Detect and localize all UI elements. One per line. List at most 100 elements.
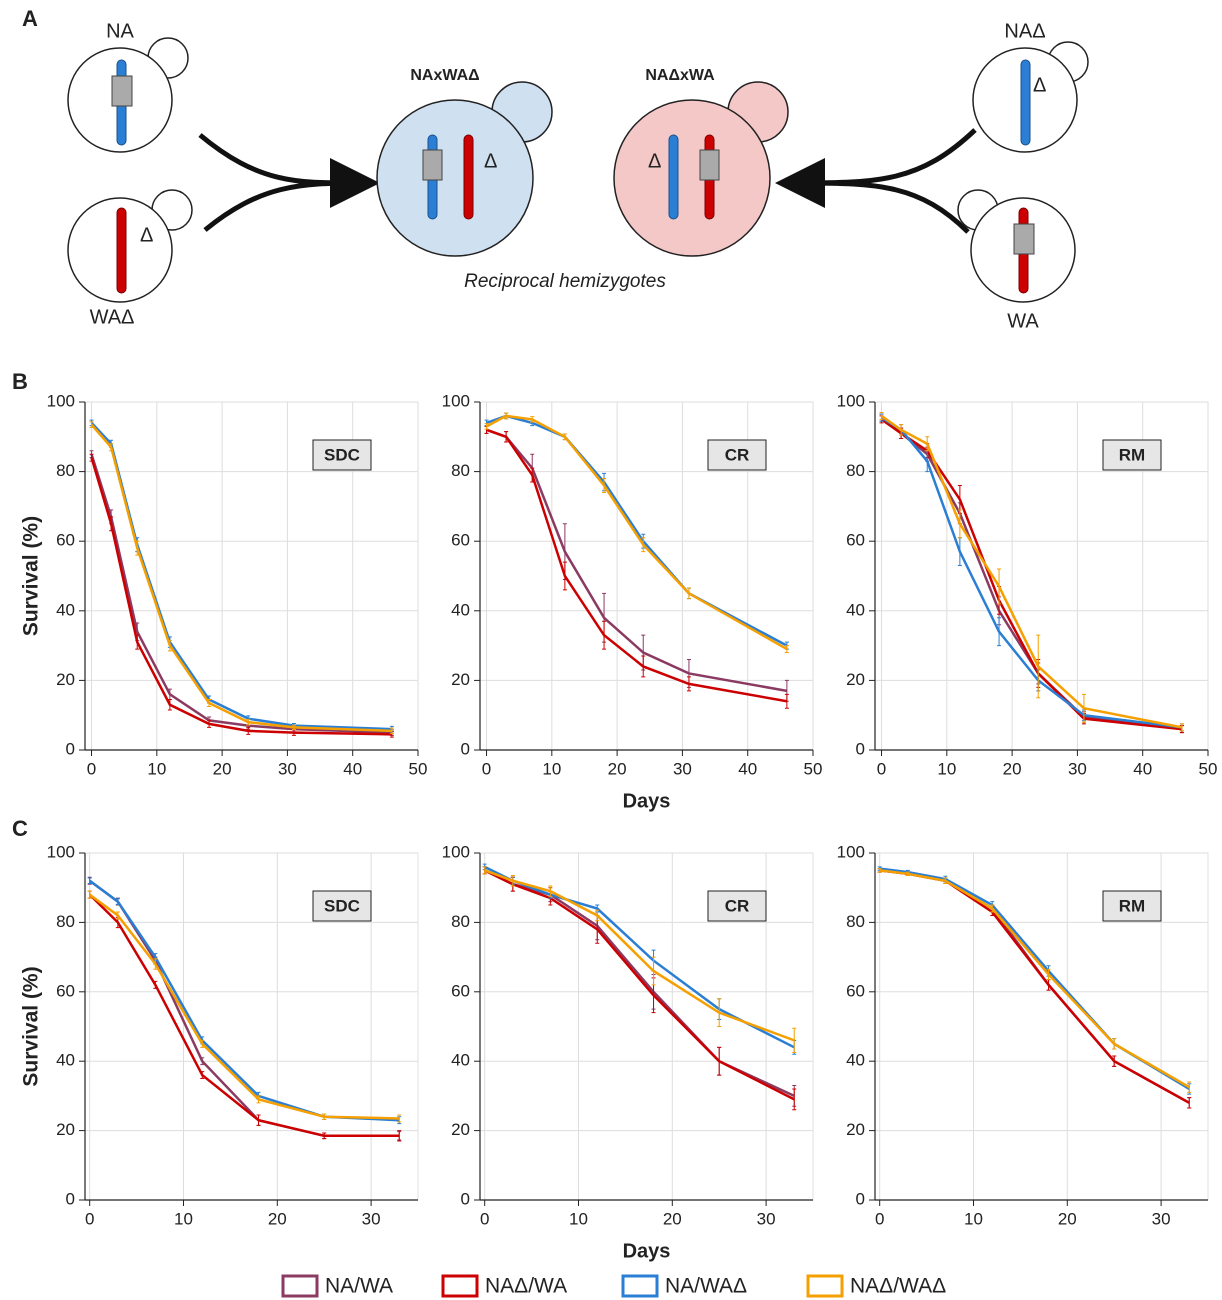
- condition-box: [1102, 439, 1162, 471]
- legend-label: NAΔ/WAΔ: [850, 1275, 946, 1298]
- x-tick-label: 20: [663, 1209, 682, 1228]
- y-tick-label: 40: [846, 600, 865, 619]
- error-bar: [109, 443, 114, 452]
- error-bar: [943, 877, 948, 885]
- error-bar: [997, 617, 1002, 647]
- condition-box: [1102, 890, 1162, 922]
- x-axis-label: Days: [623, 1240, 671, 1262]
- legend-swatch: [281, 1274, 319, 1298]
- y-tick-label: 0: [856, 1189, 865, 1208]
- condition-label: SDC: [324, 896, 360, 915]
- error-bar: [256, 1095, 261, 1104]
- error-bar: [87, 877, 92, 885]
- error-bar: [784, 693, 789, 709]
- error-bar: [651, 956, 656, 986]
- error-bar: [641, 537, 646, 553]
- error-bar: [246, 718, 251, 726]
- error-bar: [397, 1114, 402, 1123]
- x-tick-label: 0: [875, 1209, 884, 1228]
- x-tick-label: 20: [1058, 1209, 1077, 1228]
- y-tick-label: 20: [846, 1120, 865, 1139]
- x-tick-label: 10: [174, 1209, 193, 1228]
- y-tick-label: 100: [47, 391, 75, 410]
- legend-label: NA/WA: [325, 1275, 393, 1298]
- x-tick-label: 10: [964, 1209, 983, 1228]
- error-bar: [135, 634, 140, 650]
- error-bar: [482, 866, 487, 875]
- y-tick-label: 20: [451, 670, 470, 689]
- error-bar: [990, 904, 995, 913]
- x-tick-label: 30: [673, 759, 692, 778]
- error-bar: [997, 568, 1002, 605]
- error-bar: [877, 868, 882, 873]
- x-tick-label: 30: [278, 759, 297, 778]
- error-bar: [207, 699, 212, 707]
- x-tick-label: 30: [362, 1209, 381, 1228]
- x-axis-label: Days: [623, 790, 671, 812]
- error-bar: [1187, 1097, 1192, 1109]
- error-bar: [1112, 1038, 1117, 1050]
- error-bar: [602, 620, 607, 650]
- error-bar: [115, 911, 120, 920]
- cell: [67, 189, 193, 303]
- condition-box: [707, 439, 767, 471]
- error-bar: [792, 1027, 797, 1054]
- y-tick-label: 40: [56, 1051, 75, 1070]
- error-bar: [548, 885, 553, 897]
- x-tick-label: 20: [1003, 759, 1022, 778]
- condition-label: CR: [725, 896, 750, 915]
- x-tick-label: 10: [542, 759, 561, 778]
- x-tick-label: 0: [482, 759, 491, 778]
- error-bar: [530, 467, 535, 483]
- error-bar: [602, 478, 607, 493]
- condition-label: RM: [1119, 896, 1145, 915]
- error-bar: [504, 431, 509, 443]
- y-tick-label: 20: [451, 1120, 470, 1139]
- x-tick-label: 20: [268, 1209, 287, 1228]
- error-bar: [510, 875, 515, 887]
- panel-label: C: [12, 816, 28, 841]
- x-tick-label: 10: [147, 759, 166, 778]
- panel-label: B: [12, 369, 28, 394]
- y-tick-label: 80: [56, 912, 75, 931]
- condition-box: [707, 890, 767, 922]
- y-tick-label: 100: [837, 842, 865, 861]
- y-tick-label: 0: [66, 739, 75, 758]
- error-bar: [89, 421, 94, 428]
- hybrid-cell: [613, 81, 789, 257]
- legend-swatch: [806, 1274, 844, 1298]
- legend-label: NAΔ/WA: [485, 1275, 567, 1298]
- y-tick-label: 60: [451, 531, 470, 550]
- y-tick-label: 0: [856, 739, 865, 758]
- y-tick-label: 80: [451, 461, 470, 480]
- error-bar: [957, 509, 962, 539]
- y-tick-label: 60: [451, 981, 470, 1000]
- cell-label: NA: [106, 20, 134, 42]
- y-tick-label: 40: [451, 600, 470, 619]
- y-tick-label: 60: [846, 531, 865, 550]
- series-line: [880, 416, 1183, 729]
- error-bar: [153, 958, 158, 970]
- x-tick-label: 40: [738, 759, 757, 778]
- y-tick-label: 20: [56, 1120, 75, 1139]
- y-tick-label: 40: [451, 1051, 470, 1070]
- condition-label: RM: [1119, 445, 1145, 464]
- delta-mark: Δ: [484, 150, 497, 172]
- y-axis-label: Survival (%): [20, 516, 43, 636]
- y-tick-label: 80: [846, 461, 865, 480]
- error-bar: [256, 1114, 261, 1126]
- error-bar: [717, 998, 722, 1027]
- y-tick-label: 100: [837, 391, 865, 410]
- error-bar: [504, 412, 509, 420]
- y-tick-label: 0: [461, 1189, 470, 1208]
- x-tick-label: 30: [1152, 1209, 1171, 1228]
- y-tick-label: 100: [442, 842, 470, 861]
- error-bar: [1046, 968, 1051, 981]
- x-tick-label: 0: [87, 759, 96, 778]
- error-bar: [925, 436, 930, 452]
- delta-mark: Δ: [648, 150, 661, 172]
- cell: [67, 37, 189, 153]
- error-bar: [484, 423, 489, 430]
- y-tick-label: 0: [461, 739, 470, 758]
